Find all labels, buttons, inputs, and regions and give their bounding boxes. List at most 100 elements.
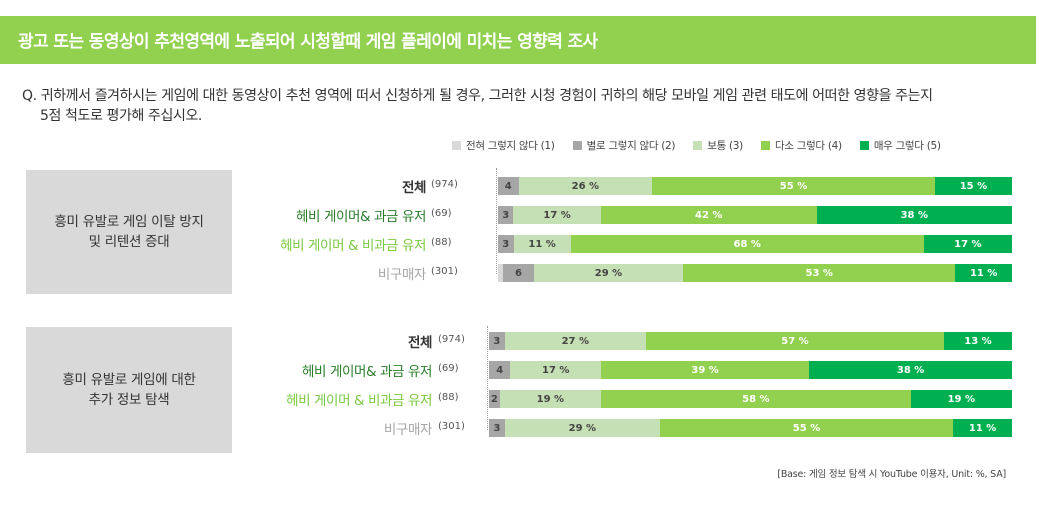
- row-sample-size: (88): [438, 392, 459, 403]
- data-label: 3: [502, 209, 510, 221]
- bar-segment: 13 %: [944, 332, 1012, 350]
- legend-item: 매우 그렇다 (5): [859, 138, 941, 153]
- bar-segment: 68 %: [570, 235, 924, 253]
- bar-segment: 38 %: [809, 361, 1012, 379]
- row-sample-size: (69): [438, 363, 459, 374]
- question-line-2: 5점 척도로 평가해 주십시오.: [40, 108, 202, 124]
- bar-segment: 19 %: [499, 390, 602, 408]
- legend-label: 전혀 그렇지 않다 (1): [466, 140, 555, 152]
- bar-segment: 55 %: [659, 419, 954, 437]
- data-label: 29 %: [594, 267, 623, 279]
- data-label: 2: [490, 393, 498, 405]
- data-label: 11 %: [528, 238, 556, 250]
- data-label: 38 %: [900, 209, 929, 221]
- bar-segment: 42 %: [600, 206, 817, 224]
- row-sample-size: (69): [431, 208, 452, 219]
- bar-segment: [498, 264, 504, 282]
- row-sample-size: (301): [431, 266, 458, 277]
- data-label: 55 %: [779, 180, 808, 192]
- legend-item: 별로 그렇지 않다 (2): [572, 138, 676, 153]
- legend-swatch: [859, 141, 869, 150]
- bar-segment: 11 %: [513, 235, 571, 253]
- legend-swatch: [572, 141, 582, 150]
- legend-swatch: [452, 141, 461, 150]
- bar-segment: 17 %: [513, 206, 601, 224]
- bar-segment: 57 %: [645, 332, 944, 350]
- data-label: 38 %: [896, 364, 925, 376]
- row-sample-size: (88): [431, 237, 452, 248]
- data-label: 17 %: [541, 364, 570, 376]
- data-label: 11 %: [968, 422, 997, 434]
- row-label: 비구매자: [383, 422, 432, 438]
- stacked-bar: 3 27 % 57 % 13 %: [489, 332, 1012, 350]
- data-label: 55 %: [792, 422, 821, 434]
- legend-label: 다소 그렇다 (4): [774, 140, 842, 152]
- row-label: 헤비 게이머 & 비과금 유저: [286, 393, 432, 409]
- question-line-1: Q. 귀하께서 즐겨하시는 게임에 대한 동영상이 추천 영역에 떠서 신청하게…: [22, 88, 933, 104]
- stacked-bar: 4 17 % 39 % 38 %: [489, 361, 1012, 379]
- data-label: 15 %: [959, 180, 988, 192]
- data-label: 6: [515, 267, 523, 279]
- base-note: [Base: 게임 정보 탐색 시 YouTube 이용자, Unit: %, …: [777, 469, 1006, 480]
- bar-segment: 38 %: [816, 206, 1012, 224]
- legend-item: 전혀 그렇지 않다 (1): [452, 138, 555, 153]
- data-label: 11 %: [969, 267, 998, 279]
- bar-segment: 11 %: [955, 264, 1012, 282]
- axis-line: [496, 168, 497, 274]
- data-label: 26 %: [571, 180, 600, 192]
- row-label: 헤비 게이머& 과금 유저: [296, 209, 426, 225]
- row-label: 전체: [401, 180, 426, 196]
- legend-swatch: [693, 141, 703, 150]
- row-sample-size: (974): [431, 179, 458, 190]
- bar-segment: 29 %: [533, 264, 683, 282]
- legend-item: 보통 (3): [693, 138, 743, 153]
- stacked-bar: 4 26 % 55 % 15 %: [498, 177, 1012, 195]
- bar-segment: 29 %: [505, 419, 660, 437]
- bar-segment: 3: [498, 206, 514, 224]
- bar-segment: 11 %: [953, 419, 1012, 437]
- data-label: 57 %: [781, 335, 809, 347]
- data-label: 3: [493, 422, 501, 434]
- bar-segment: 6: [503, 264, 534, 282]
- legend-item: 다소 그렇다 (4): [760, 138, 842, 153]
- data-label: 13 %: [964, 335, 992, 347]
- group-title-line: 흥미 유발로 게임 이탈 방지: [54, 214, 204, 230]
- stacked-bar: 6 29 % 53 % 11 %: [498, 264, 1012, 282]
- data-label: 68 %: [733, 238, 761, 250]
- bar-segment: 17 %: [510, 361, 602, 379]
- data-label: 58 %: [742, 393, 770, 405]
- bar-segment: 4: [498, 177, 519, 195]
- stacked-bar: 3 29 % 55 % 11 %: [489, 419, 1012, 437]
- row-sample-size: (974): [438, 334, 465, 345]
- data-label: 17 %: [543, 209, 571, 221]
- legend-label: 매우 그렇다 (5): [873, 140, 941, 152]
- stacked-bar: 2 19 % 58 % 19 %: [489, 390, 1012, 408]
- row-label: 비구매자: [377, 267, 426, 283]
- bar-segment: 3: [489, 419, 505, 437]
- data-label: 3: [502, 238, 510, 250]
- group-title-line: 및 리텐션 증대: [88, 234, 170, 250]
- legend-label: 보통 (3): [707, 140, 743, 152]
- data-label: 4: [504, 180, 512, 192]
- bar-segment: 15 %: [934, 177, 1012, 195]
- chart-legend: 전혀 그렇지 않다 (1) 별로 그렇지 않다 (2) 보통 (3) 다소 그렇다 (…: [452, 138, 941, 153]
- bar-segment: 58 %: [601, 390, 911, 408]
- data-label: 19 %: [947, 393, 975, 405]
- bar-segment: 39 %: [601, 361, 810, 379]
- legend-swatch: [760, 141, 770, 150]
- title-banner: 광고 또는 동영상이 추천영역에 노출되어 시청할때 게임 플레이에 미치는 영…: [0, 16, 1036, 64]
- bar-segment: 53 %: [683, 264, 956, 282]
- group-title-box: 흥미 유발로 게임에 대한 추가 정보 탐색: [26, 327, 232, 453]
- data-label: 39 %: [691, 364, 719, 376]
- bar-segment: 27 %: [504, 332, 646, 350]
- bar-segment: 17 %: [923, 235, 1012, 253]
- stacked-bar: 3 17 % 42 % 38 %: [498, 206, 1012, 224]
- row-label: 헤비 게이머& 과금 유저: [302, 364, 432, 380]
- data-label: 4: [496, 364, 504, 376]
- group-title-line: 추가 정보 탐색: [88, 392, 170, 408]
- bar-segment: 4: [489, 361, 511, 379]
- data-label: 27 %: [561, 335, 589, 347]
- bar-segment: 19 %: [910, 390, 1012, 408]
- data-label: 53 %: [805, 267, 833, 279]
